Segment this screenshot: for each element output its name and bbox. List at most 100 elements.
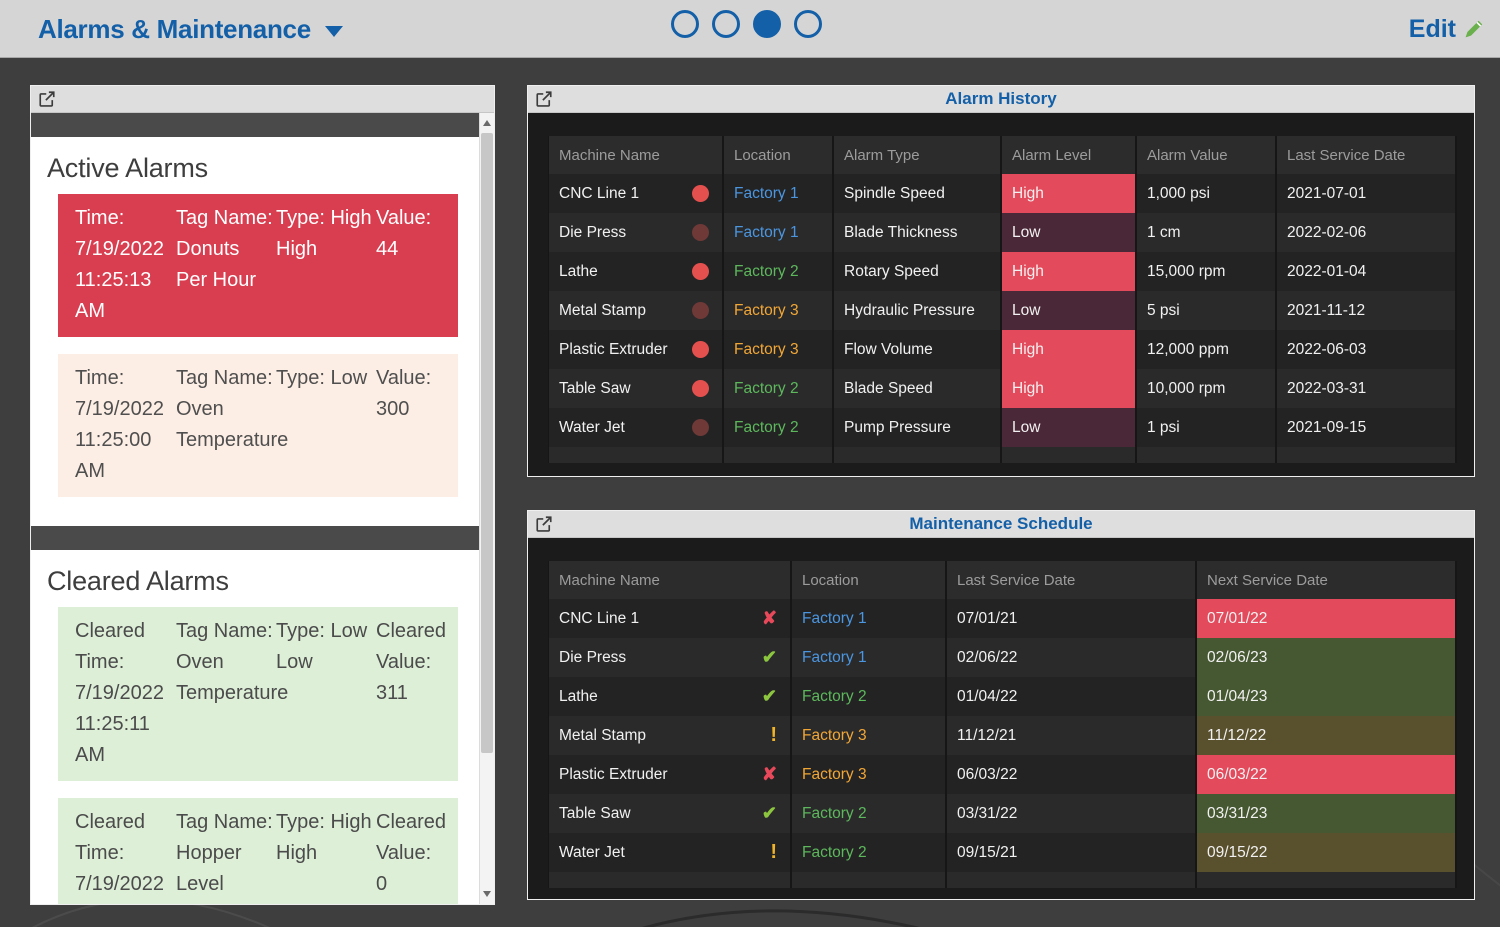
alarm-type-cell: Spindle Speed <box>834 174 1002 213</box>
scrollbar[interactable] <box>479 113 494 904</box>
page-dot-1[interactable] <box>671 10 699 38</box>
alarm-history-table: Machine Name Location Alarm Type Alarm L… <box>548 136 1457 463</box>
edit-button[interactable]: Edit <box>1409 0 1486 58</box>
cleared-alarms-title: Cleared Alarms <box>47 566 229 596</box>
col-last-service: Last Service Date <box>1277 136 1457 174</box>
alarm-value: Cleared Value: 0 <box>376 811 447 895</box>
factory-link[interactable]: Factory 2 <box>734 379 799 397</box>
maintenance-body: Machine Name Location Last Service Date … <box>528 538 1474 899</box>
factory-link[interactable]: Factory 2 <box>734 262 799 280</box>
table-row: Plastic Extruder ✘ Factory 3 06/03/22 06/… <box>549 755 1457 794</box>
cleared-alarm-card: Cleared Time: 7/19/2022 11:25:00 AM Tag … <box>58 798 458 904</box>
alarm-level-cell: High <box>1002 252 1137 291</box>
edit-button-label: Edit <box>1408 14 1456 43</box>
location-cell: Factory 2 <box>792 794 947 833</box>
alarm-value-cell: 1,000 psi <box>1137 174 1277 213</box>
alarm-type-cell: Rotary Speed <box>834 252 1002 291</box>
location-cell: Factory 2 <box>792 677 947 716</box>
location-cell: Factory 2 <box>724 369 834 408</box>
alarm-value-cell: 1 psi <box>1137 408 1277 447</box>
status-ok-icon: ✔ <box>761 686 777 706</box>
factory-link[interactable]: Factory 1 <box>802 609 867 627</box>
open-external-icon[interactable] <box>535 515 553 533</box>
table-row: CNC Line 1 ✘ Factory 1 07/01/21 07/01/22 <box>549 599 1457 638</box>
alarm-type-cell: Hydraulic Pressure <box>834 291 1002 330</box>
status-ok-icon: ✔ <box>761 647 777 667</box>
factory-link[interactable]: Factory 1 <box>734 223 799 241</box>
last-service-cell: 2021-11-12 <box>1277 291 1457 330</box>
machine-cell: Metal Stamp! <box>549 716 792 755</box>
location-cell: Factory 3 <box>792 755 947 794</box>
alarms-scroll-area: Active Alarms Time: 7/19/2022 11:25:13 A… <box>31 113 479 904</box>
col-alarm-level: Alarm Level <box>1002 136 1137 174</box>
location-cell: Factory 1 <box>724 174 834 213</box>
machine-cell: Plastic Extruder ✘ <box>549 755 792 794</box>
last-service-cell: 03/31/22 <box>947 794 1197 833</box>
alarm-status-dot <box>692 380 709 397</box>
active-alarms-section-bar <box>31 113 479 137</box>
alarm-level-cell: Low <box>1002 408 1137 447</box>
table-row: Table Saw Factory 2 Blade Speed High 10,… <box>549 369 1457 408</box>
scrollbar-thumb[interactable] <box>481 133 493 753</box>
col-next-service: Next Service Date <box>1197 561 1457 599</box>
factory-link[interactable]: Factory 2 <box>734 418 799 436</box>
table-header-row: Machine Name Location Alarm Type Alarm L… <box>549 136 1457 174</box>
location-cell: Factory 2 <box>724 252 834 291</box>
factory-link[interactable]: Factory 2 <box>802 843 867 861</box>
alarm-level-cell: Low <box>1002 213 1137 252</box>
scroll-down-arrow[interactable] <box>480 886 494 902</box>
alarm-time: Time: 7/19/2022 11:25:00 AM <box>75 367 164 482</box>
last-service-cell: 11/12/21 <box>947 716 1197 755</box>
alarm-value-cell: 10,000 rpm <box>1137 369 1277 408</box>
table-row: Metal Stamp Factory 3 Hydraulic Pressure… <box>549 291 1457 330</box>
alarm-tag: Tag Name: Donuts Per Hour <box>176 207 273 291</box>
factory-link[interactable]: Factory 3 <box>734 340 799 358</box>
last-service-cell: 2022-01-04 <box>1277 252 1457 291</box>
alarm-value: Cleared Value: 311 <box>376 620 447 704</box>
open-external-icon[interactable] <box>535 90 553 108</box>
machine-cell: Table Saw <box>549 369 724 408</box>
last-service-cell: 2021-07-01 <box>1277 174 1457 213</box>
table-row: Water Jet Factory 2 Pump Pressure Low 1 … <box>549 408 1457 447</box>
last-service-cell: 2022-03-31 <box>1277 369 1457 408</box>
factory-link[interactable]: Factory 1 <box>802 648 867 666</box>
alarm-type-cell: Pump Pressure <box>834 408 1002 447</box>
last-service-cell: 2022-06-03 <box>1277 330 1457 369</box>
page-title: Alarms & Maintenance <box>38 13 311 44</box>
next-service-cell: 07/01/22 <box>1197 599 1457 638</box>
col-alarm-value: Alarm Value <box>1137 136 1277 174</box>
table-row: Lathe Factory 2 Rotary Speed High 15,000… <box>549 252 1457 291</box>
scroll-up-arrow[interactable] <box>480 115 494 131</box>
page-dot-2[interactable] <box>712 10 740 38</box>
table-row: Lathe ✔ Factory 2 01/04/22 01/04/23 <box>549 677 1457 716</box>
factory-link[interactable]: Factory 3 <box>734 301 799 319</box>
open-external-icon[interactable] <box>38 90 56 108</box>
location-cell: Factory 3 <box>724 291 834 330</box>
alarm-history-panel: Alarm History Machine Name Location Alar… <box>527 85 1475 477</box>
location-cell: Factory 3 <box>724 330 834 369</box>
factory-link[interactable]: Factory 3 <box>802 765 867 783</box>
last-service-cell: 06/03/22 <box>947 755 1197 794</box>
col-machine-name: Machine Name <box>549 136 724 174</box>
factory-link[interactable]: Factory 2 <box>802 804 867 822</box>
factory-link[interactable]: Factory 3 <box>802 726 867 744</box>
last-service-cell: 02/06/22 <box>947 638 1197 677</box>
cleared-alarms-section-bar <box>31 526 479 550</box>
alarm-status-dot <box>692 302 709 319</box>
col-machine-name: Machine Name <box>549 561 792 599</box>
next-service-cell: 01/04/23 <box>1197 677 1457 716</box>
location-cell: Factory 1 <box>724 213 834 252</box>
status-overdue-icon: ✘ <box>761 764 777 784</box>
status-ok-icon: ✔ <box>761 803 777 823</box>
table-row: Die Press ✔ Factory 1 02/06/22 02/06/23 <box>549 638 1457 677</box>
page-dot-3[interactable] <box>753 10 781 38</box>
col-location: Location <box>724 136 834 174</box>
dashboard-title-dropdown[interactable]: Alarms & Maintenance <box>38 0 343 58</box>
factory-link[interactable]: Factory 1 <box>734 184 799 202</box>
last-service-cell: 2021-09-15 <box>1277 408 1457 447</box>
factory-link[interactable]: Factory 2 <box>802 687 867 705</box>
table-row: Die Press Factory 1 Blade Thickness Low … <box>549 213 1457 252</box>
page-dot-4[interactable] <box>794 10 822 38</box>
alarm-type-cell: Blade Thickness <box>834 213 1002 252</box>
last-service-cell: 07/01/21 <box>947 599 1197 638</box>
